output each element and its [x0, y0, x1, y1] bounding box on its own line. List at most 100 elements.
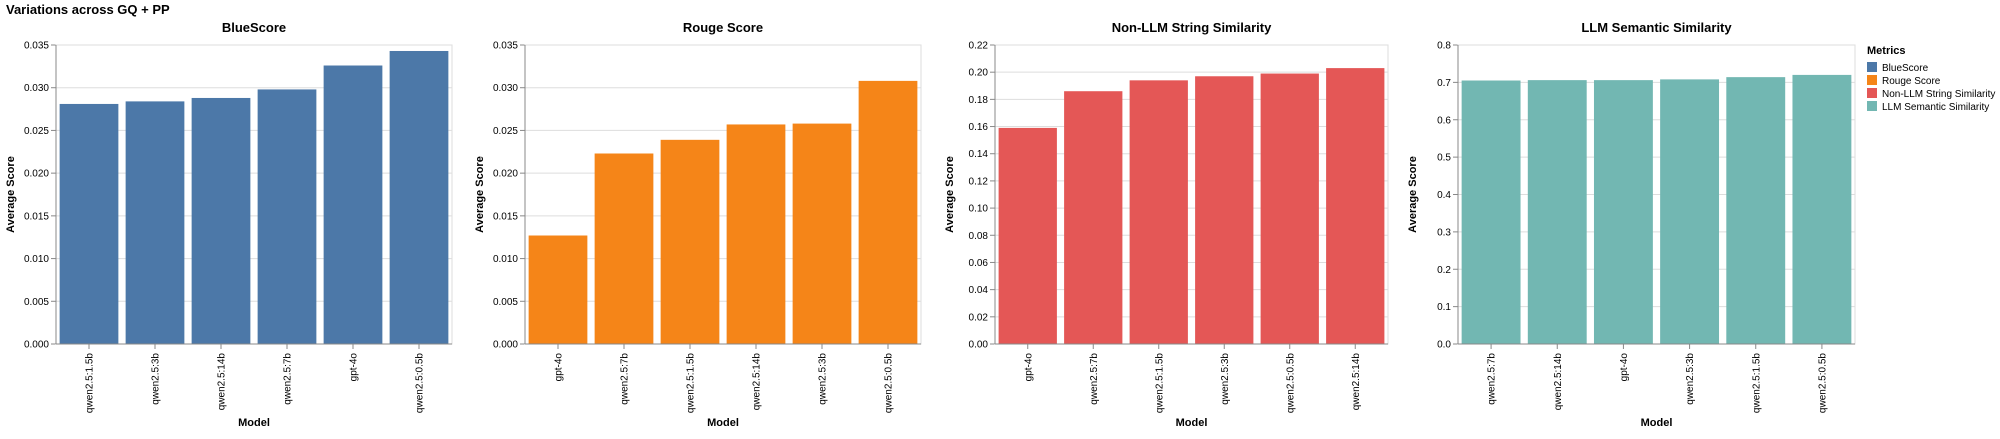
x-tick-label: qwen2.5:3b	[818, 353, 829, 405]
bar	[1593, 80, 1653, 344]
y-tick-label: 0.015	[24, 211, 49, 222]
x-axis-title: Model	[1641, 417, 1673, 429]
y-tick-label: 0.22	[969, 41, 989, 52]
x-tick-label: gpt-4o	[1023, 353, 1034, 382]
y-axis-title: Average Score	[5, 156, 17, 233]
chart-title: Rouge Score	[683, 20, 763, 35]
bar	[323, 65, 383, 344]
y-tick-label: 0.035	[24, 41, 49, 52]
chart-title: BlueScore	[222, 20, 286, 35]
figure-title: Variations across GQ + PP	[6, 2, 170, 17]
bar	[1064, 91, 1123, 344]
chart-panel-3: 0.00 0.02 0.04 0.06 0.08 0.10 0.12 0.14 0.16 0.18…	[944, 20, 1389, 429]
x-tick-label: qwen2.5:14b	[1553, 353, 1564, 411]
x-tick-label: qwen2.5:14b	[217, 353, 228, 411]
y-tick-label: 0.2	[1437, 265, 1451, 276]
x-tick-label: qwen2.5:1.5b	[1751, 353, 1762, 413]
bar	[125, 101, 185, 344]
x-axis-title: Model	[1176, 417, 1208, 429]
x-tick-label: gpt-4o	[1619, 353, 1630, 382]
bar	[1461, 80, 1521, 344]
x-tick-label: qwen2.5:0.5b	[1285, 353, 1296, 413]
y-axis-title: Average Score	[1407, 156, 1419, 233]
y-axis-title: Average Score	[474, 156, 486, 233]
x-tick-label: qwen2.5:3b	[1220, 353, 1231, 405]
legend-title: Metrics	[1867, 45, 1906, 57]
y-tick-label: 0.025	[24, 126, 49, 137]
legend-swatch	[1867, 62, 1877, 72]
x-axis-title: Model	[238, 417, 270, 429]
y-tick-label: 0.025	[493, 126, 518, 137]
y-tick-label: 0.010	[24, 254, 49, 265]
y-tick-label: 0.4	[1437, 190, 1451, 201]
y-tick-label: 0.8	[1437, 41, 1451, 52]
x-tick-label: qwen2.5:14b	[1351, 353, 1362, 411]
y-tick-label: 0.12	[969, 176, 989, 187]
y-tick-label: 0.030	[493, 83, 518, 94]
x-tick-label: qwen2.5:3b	[151, 353, 162, 405]
legend-label: Rouge Score	[1882, 76, 1941, 87]
y-tick-label: 0.005	[24, 297, 49, 308]
bar	[528, 235, 588, 344]
bar	[660, 139, 720, 344]
bar	[792, 123, 852, 344]
legend-swatch	[1867, 101, 1877, 111]
bar	[594, 153, 654, 344]
y-tick-label: 0.16	[969, 122, 989, 133]
y-tick-label: 0.035	[493, 41, 518, 52]
bar	[726, 124, 786, 344]
y-tick-label: 0.6	[1437, 115, 1451, 126]
chart-panel-4: 0.0 0.1 0.2 0.3 0.4 0.5 0.6 0.7 0.8 qwen2.5:7b qwe…	[1407, 20, 1856, 429]
x-tick-label: qwen2.5:7b	[283, 353, 294, 405]
bar	[1660, 79, 1720, 344]
chart-title: Non-LLM String Similarity	[1112, 20, 1272, 35]
y-tick-label: 0.1	[1437, 302, 1451, 313]
x-tick-label: qwen2.5:7b	[620, 353, 631, 405]
y-tick-label: 0.10	[969, 204, 989, 215]
y-tick-label: 0.5	[1437, 153, 1451, 164]
bar	[1195, 76, 1254, 344]
y-tick-label: 0.14	[969, 149, 989, 160]
x-tick-label: qwen2.5:14b	[752, 353, 763, 411]
y-tick-label: 0.3	[1437, 227, 1451, 238]
y-tick-label: 0.015	[493, 211, 518, 222]
legend-label: BlueScore	[1882, 63, 1929, 74]
bar	[389, 50, 449, 344]
y-tick-label: 0.04	[969, 285, 989, 296]
y-tick-label: 0.06	[969, 258, 989, 269]
legend-label: Non-LLM String Similarity	[1882, 89, 1995, 100]
x-tick-label: gpt-4o	[349, 353, 360, 382]
y-tick-label: 0.020	[24, 169, 49, 180]
chart-title: LLM Semantic Similarity	[1581, 20, 1732, 35]
bar	[257, 89, 317, 345]
x-tick-label: qwen2.5:3b	[1685, 353, 1696, 405]
y-tick-label: 0.08	[969, 231, 989, 242]
y-tick-label: 0.020	[493, 169, 518, 180]
y-tick-label: 0.010	[493, 254, 518, 265]
y-tick-label: 0.000	[24, 340, 49, 351]
bar	[858, 80, 918, 344]
x-tick-label: qwen2.5:0.5b	[415, 353, 426, 413]
y-axis-title: Average Score	[944, 156, 956, 233]
bar	[1326, 68, 1385, 344]
legend: Metrics BlueScore Rouge Score Non-LLM Strin…	[1867, 45, 1995, 113]
x-tick-label: qwen2.5:1.5b	[85, 353, 96, 413]
chart-panel-1: 0.000 0.005 0.010 0.015 0.020 0.025 0.030 0.035…	[5, 20, 453, 429]
x-tick-label: qwen2.5:1.5b	[686, 353, 697, 413]
y-tick-label: 0.030	[24, 83, 49, 94]
y-tick-label: 0.02	[969, 312, 989, 323]
bar	[1527, 80, 1587, 344]
legend-swatch	[1867, 88, 1877, 98]
y-tick-label: 0.0	[1437, 340, 1451, 351]
y-tick-label: 0.18	[969, 95, 989, 106]
bar	[1129, 80, 1188, 344]
x-tick-label: qwen2.5:1.5b	[1154, 353, 1165, 413]
bar	[1260, 73, 1319, 345]
x-tick-label: qwen2.5:7b	[1487, 353, 1498, 405]
x-tick-label: qwen2.5:7b	[1089, 353, 1100, 405]
bar	[1726, 77, 1786, 344]
x-axis-title: Model	[707, 417, 739, 429]
y-tick-label: 0.005	[493, 297, 518, 308]
